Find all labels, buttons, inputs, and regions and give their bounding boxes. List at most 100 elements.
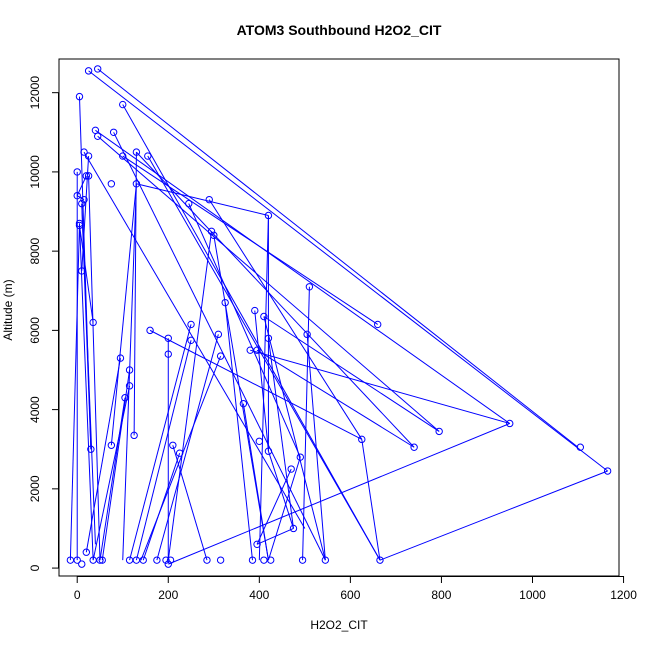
- data-point: [264, 334, 273, 342]
- data-point: [80, 148, 88, 156]
- data-point: [75, 221, 84, 230]
- data-point: [373, 320, 382, 329]
- data-point: [603, 467, 612, 475]
- data-point: [164, 350, 172, 358]
- data-point: [305, 283, 314, 291]
- chart-title: ATOM3 Southbound H2O2_CIT: [237, 22, 442, 38]
- data-point: [98, 556, 106, 564]
- data-point: [84, 67, 93, 75]
- data-point: [164, 334, 172, 342]
- series-line-segment: [250, 349, 510, 424]
- series-line-segment: [149, 329, 362, 440]
- data-point: [216, 352, 225, 360]
- y-tick-label: 12000: [28, 76, 42, 110]
- data-point: [109, 128, 118, 136]
- data-point: [84, 152, 93, 160]
- series-line-segment: [113, 132, 326, 561]
- data-point: [164, 560, 172, 568]
- data-point: [125, 366, 134, 374]
- data-point: [255, 437, 264, 446]
- data-point: [287, 465, 295, 473]
- series-line-segment: [129, 324, 192, 561]
- data-point: [296, 453, 305, 461]
- plot-frame: [58, 58, 620, 577]
- data-point: [253, 346, 261, 354]
- data-point: [78, 199, 86, 208]
- series-line-segment: [263, 316, 440, 432]
- series-line-segment: [168, 423, 510, 565]
- y-tick-label: 0: [28, 564, 42, 571]
- data-point: [239, 399, 248, 408]
- data-point: [82, 548, 91, 556]
- data-point: [121, 394, 129, 402]
- series-line-segment: [267, 338, 294, 529]
- series-line-segment: [76, 195, 85, 201]
- series-line-segment: [140, 355, 222, 561]
- series-line-segment: [88, 70, 608, 472]
- series-line-segment: [306, 334, 326, 561]
- series-line-segment: [133, 152, 137, 436]
- data-point: [78, 560, 86, 568]
- data-point: [260, 556, 268, 564]
- data-point: [116, 354, 125, 362]
- series-line-segment: [81, 156, 90, 271]
- data-point: [166, 556, 175, 564]
- data-point: [153, 556, 161, 564]
- series-line-segment: [122, 104, 381, 561]
- data-point: [125, 556, 134, 564]
- series-lines: [69, 68, 608, 565]
- data-point: [84, 172, 93, 180]
- series-line-segment: [242, 403, 269, 561]
- data-point: [253, 540, 261, 549]
- data-point: [506, 419, 514, 428]
- data-point: [73, 191, 81, 200]
- series-line-segment: [267, 451, 294, 529]
- series-line-segment: [85, 358, 121, 553]
- data-point: [132, 180, 141, 188]
- series-line-segment: [224, 302, 253, 561]
- series-line-segment: [256, 349, 415, 448]
- data-point: [187, 336, 195, 344]
- x-tick-label: 0: [74, 588, 81, 602]
- series-line-segment: [78, 225, 94, 323]
- data-point: [260, 312, 268, 321]
- x-tick-label: 600: [340, 588, 360, 602]
- data-point: [75, 219, 84, 228]
- data-point: [210, 231, 218, 239]
- data-point: [93, 65, 102, 73]
- data-point: [207, 227, 216, 236]
- data-point: [576, 443, 585, 451]
- series-line-segment: [69, 223, 80, 561]
- data-point: [78, 267, 86, 275]
- data-point: [214, 330, 223, 339]
- data-point: [187, 320, 195, 329]
- data-point: [80, 195, 88, 204]
- data-point: [107, 180, 116, 188]
- series-line-segment: [302, 286, 310, 561]
- data-point: [289, 524, 298, 533]
- series-line-segment: [88, 175, 101, 561]
- series-line-segment: [256, 528, 294, 545]
- data-point: [73, 168, 81, 176]
- series-line-segment: [97, 68, 579, 448]
- data-point: [146, 326, 154, 335]
- y-tick-label: 6000: [28, 317, 42, 344]
- data-point: [73, 556, 81, 564]
- y-axis-label: Altitude (m): [1, 279, 15, 340]
- data-point: [130, 431, 138, 440]
- data-point: [251, 306, 259, 315]
- x-axis-label: H2O2_CIT: [310, 618, 368, 632]
- series-line-segment: [172, 445, 208, 561]
- series-line-segment: [101, 369, 131, 561]
- series-line-segment: [361, 439, 381, 561]
- data-point: [144, 152, 152, 160]
- series-line-segment: [167, 231, 213, 561]
- series-line-segment: [122, 155, 378, 325]
- series-line-segment: [78, 223, 94, 561]
- data-point: [89, 318, 97, 327]
- x-tick-label: 1000: [519, 588, 546, 602]
- y-tick-label: 2000: [28, 475, 42, 502]
- data-point: [303, 330, 311, 339]
- data-point: [264, 447, 273, 455]
